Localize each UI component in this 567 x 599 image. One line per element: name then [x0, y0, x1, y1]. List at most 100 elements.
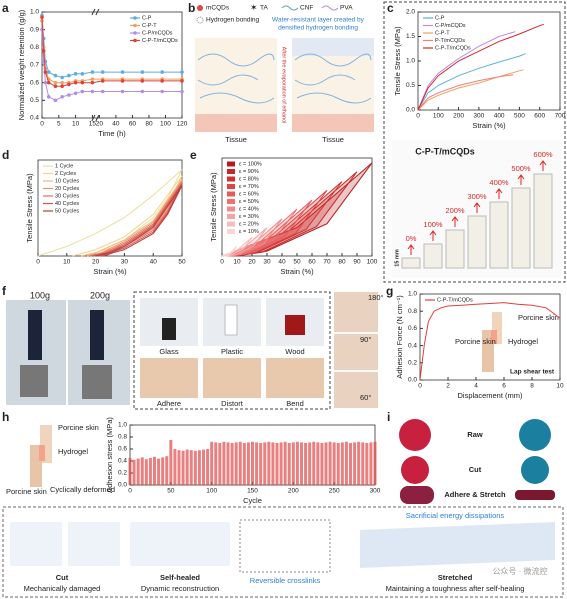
- icon: [197, 5, 203, 11]
- legend-label: 40 Cycles: [55, 201, 79, 207]
- legend-label: ε = 40%: [239, 206, 259, 212]
- legend-label: ε = 10%: [239, 229, 259, 235]
- strain-label: 300%: [467, 192, 487, 201]
- data-point: [60, 95, 64, 99]
- data-point: [60, 75, 64, 80]
- series-line: [221, 227, 268, 257]
- legend-text: mCQDs: [206, 5, 230, 12]
- panel-letter: a: [2, 1, 9, 15]
- data-point: [53, 98, 58, 103]
- x-axis-label: Strain (%): [280, 267, 314, 276]
- photo: [140, 358, 198, 398]
- legend-label: C-P-T: [142, 23, 157, 29]
- strain-label: 500%: [511, 164, 531, 173]
- icon: ✶: [250, 2, 258, 12]
- x-tick-label: 40: [278, 259, 286, 266]
- panel-letter: e: [190, 148, 197, 162]
- legend-text: TA: [260, 5, 268, 12]
- y-axis-label: Tensile Stress (MPa): [209, 172, 218, 242]
- x-tick-label: 300: [370, 488, 381, 495]
- weight: [82, 365, 112, 399]
- row-label: Adhere & Stretch: [444, 490, 506, 499]
- x-tick-label: 30: [263, 259, 271, 266]
- legend-label: 50 Cycles: [55, 208, 79, 214]
- photo: [334, 292, 378, 332]
- strain-label: 200%: [445, 206, 465, 215]
- y-axis-label: Tensile Stress (MPa): [393, 26, 402, 96]
- object: [162, 318, 176, 340]
- y-tick-label: 0.6: [408, 325, 417, 332]
- x-tick-label: 60: [308, 259, 316, 266]
- y-tick-label: 0.0: [408, 377, 417, 384]
- legend-marker: [133, 16, 137, 20]
- legend-label: C-P-T: [435, 30, 450, 36]
- legend-label: 10 Cycles: [55, 178, 79, 184]
- gel-strip: [489, 201, 509, 269]
- gel-stretched: [515, 490, 555, 500]
- strain-label: 100%: [423, 220, 443, 229]
- data-point: [180, 89, 184, 94]
- legend-swatch: [227, 191, 235, 197]
- inset-label: Lap shear test: [510, 369, 555, 376]
- x-tick-label: 100: [433, 113, 444, 120]
- data-point: [60, 80, 64, 85]
- tissue: [292, 114, 374, 132]
- panel-letter: h: [2, 410, 9, 424]
- plot-frame: [41, 11, 183, 119]
- arrow: [517, 174, 525, 185]
- series-line: [89, 182, 183, 257]
- data-point: [40, 15, 44, 20]
- arrow: [407, 244, 415, 255]
- legend-label: ε = 100%: [239, 161, 262, 167]
- data-point: [100, 89, 105, 94]
- arrow: [473, 202, 481, 213]
- x-tick-label: 80: [145, 121, 153, 128]
- data-point: [100, 79, 105, 83]
- hydrogel: [39, 445, 45, 461]
- x-tick-label: 90: [353, 259, 361, 266]
- data-point: [73, 80, 78, 85]
- data-point: [140, 79, 145, 83]
- icon: [321, 5, 339, 11]
- hydrogel: [28, 310, 42, 360]
- panel-letter: g: [386, 284, 393, 298]
- legend-label: C-P/mCQDs: [435, 23, 466, 29]
- y-tick-label: 1.0: [406, 58, 415, 65]
- arrow: [451, 216, 459, 227]
- data-point: [67, 73, 71, 78]
- plot-frame: [37, 159, 183, 257]
- annotation: densified hydrogen bonding: [278, 25, 358, 32]
- y-axis-label: Adhesion stress (MPa): [105, 417, 114, 493]
- data-point: [40, 27, 44, 32]
- data-point: [80, 72, 85, 76]
- y-tick-label: 0.7: [30, 62, 39, 69]
- series-line: [417, 31, 516, 111]
- row-label: Cut: [469, 465, 482, 474]
- x-tick-label: 0: [220, 259, 224, 266]
- y-tick-label: 1.0: [30, 9, 39, 16]
- x-tick-label: 100: [160, 121, 171, 128]
- gel-red: [399, 419, 431, 451]
- gel-mixed: [400, 486, 434, 504]
- data-point: [80, 89, 85, 94]
- surface-label: Plastic: [221, 347, 243, 356]
- hydrogel: [90, 310, 104, 360]
- photo: [203, 358, 261, 398]
- tissue: [195, 114, 277, 132]
- panel-i: Raw Cut Adhere & Stretch: [399, 419, 555, 504]
- gel-blue: [519, 419, 551, 451]
- stage-title: Stretched: [438, 573, 473, 582]
- y-tick-label: 2.0: [406, 9, 415, 16]
- data-point: [160, 89, 164, 94]
- legend-label: 30 Cycles: [55, 193, 79, 199]
- hydrogel: [491, 330, 497, 344]
- gel: [68, 522, 120, 566]
- object: [224, 304, 238, 336]
- angle-label: 90°: [360, 335, 371, 344]
- gel-red: [401, 456, 429, 484]
- scale-label: 15 mm: [394, 249, 400, 267]
- inset-label: Porcine skin: [455, 337, 496, 346]
- legend-marker: [133, 38, 137, 43]
- angle-label: 180°: [368, 293, 384, 302]
- x-tick-label: 10: [233, 259, 241, 266]
